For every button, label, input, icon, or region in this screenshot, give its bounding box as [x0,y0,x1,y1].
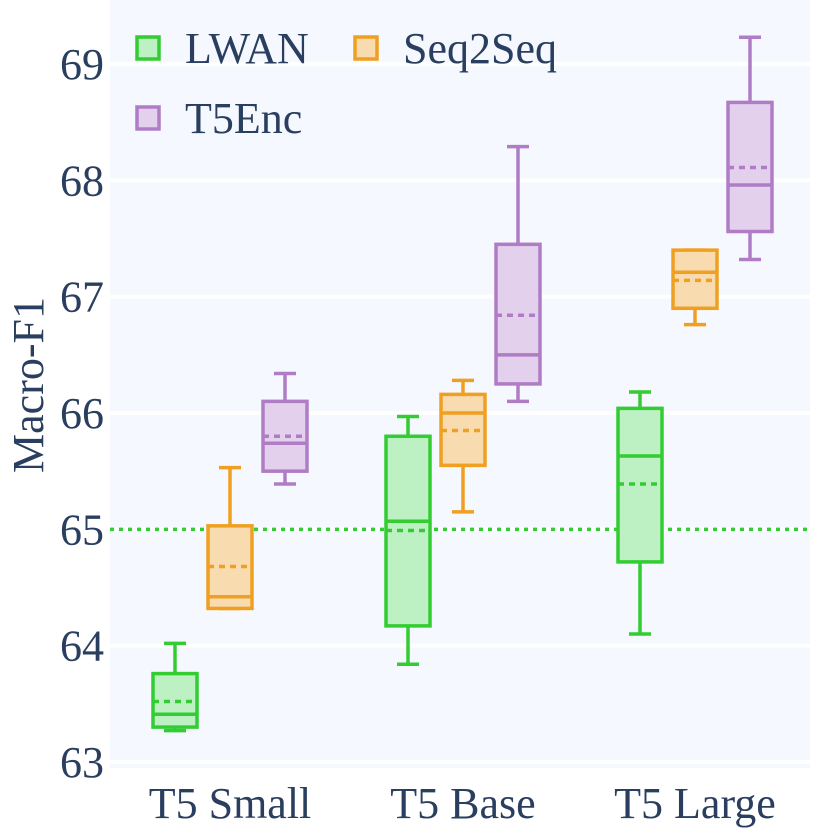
y-tick-label-63: 63 [60,738,104,787]
x-tick-labels: T5 Small T5 Base T5 Large [149,779,776,828]
box-lwan-t5-small [151,641,199,733]
box-seq2seq-t5-small [206,465,254,611]
box-series [151,35,774,733]
y-tick-label-68: 68 [60,156,104,205]
legend-item-lwan: LWAN [135,24,309,73]
y-tick-labels: 63 64 65 66 67 68 69 [60,40,104,787]
y-tick-label-64: 64 [60,622,104,671]
legend-label: T5Enc [185,94,302,143]
box-seq2seq-t5-large [671,248,719,327]
y-tick-label-69: 69 [60,40,104,89]
y-tick-label-66: 66 [60,389,104,438]
y-axis-title: Macro-F1 [4,297,53,473]
legend-item-t5enc: T5Enc [135,94,302,143]
legend: LWAN Seq2Seq T5Enc [135,24,557,143]
legend-label: LWAN [185,24,309,73]
legend-item-seq2seq: Seq2Seq [353,24,557,73]
y-tick-label-65: 65 [60,505,104,554]
x-tick-label-t5-small: T5 Small [149,779,312,828]
box-t5enc-t5-small [261,371,309,486]
legend-swatch [353,35,379,61]
legend-swatch [135,105,161,131]
legend-swatch [135,35,161,61]
box-lwan-t5-large [616,390,664,636]
plot-background [110,0,810,768]
x-tick-label-t5-base: T5 Base [390,779,535,828]
x-tick-label-t5-large: T5 Large [614,779,776,828]
legend-label: Seq2Seq [403,24,557,73]
y-tick-label-67: 67 [60,273,104,322]
box-t5enc-t5-base [494,144,542,404]
box-t5enc-t5-large [726,35,774,262]
box-seq2seq-t5-base [439,378,487,514]
box-lwan-t5-base [384,414,432,667]
